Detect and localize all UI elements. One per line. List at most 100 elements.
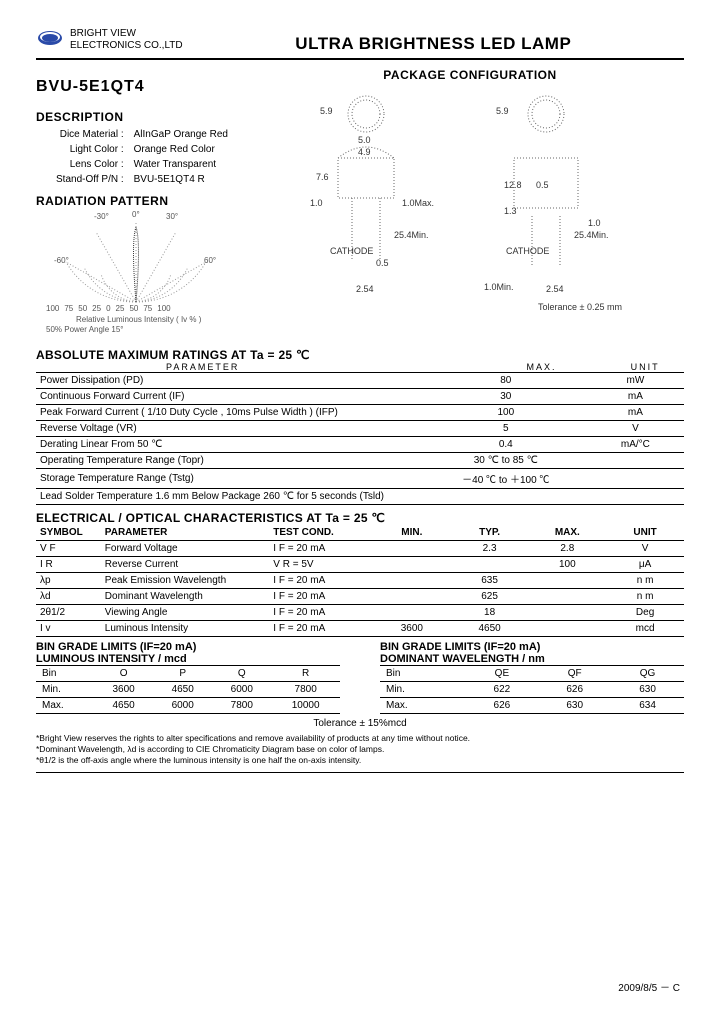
desc-heading: DESCRIPTION [36, 110, 256, 124]
dim-2-54a: 2.54 [356, 284, 374, 294]
dim-0-5: 0.5 [536, 180, 549, 190]
note-1: *Dominant Wavelength, λd is according to… [36, 744, 684, 755]
eo-unit: UNIT [606, 525, 684, 541]
amr-table: Power Dissipation (PD)80mW Continuous Fo… [36, 372, 684, 505]
sc2: 50 [78, 304, 87, 313]
table-row: 2θ1/2Viewing AngleI F = 20 mA18Deg [36, 605, 684, 621]
table-row: λpPeak Emission WavelengthI F = 20 mA635… [36, 573, 684, 589]
table-row: λdDominant WavelengthI F = 20 mA625n m [36, 589, 684, 605]
eo-heading: ELECTRICAL / OPTICAL CHARACTERISTICS AT … [36, 511, 684, 525]
table-row: I RReverse Current V R = 5V100μA [36, 557, 684, 573]
footnotes: *Bright View reserves the rights to alte… [36, 733, 684, 766]
sc4: 0 [106, 304, 110, 313]
note-2: *θ1/2 is the off-axis angle where the lu… [36, 755, 684, 766]
company-line1: BRIGHT VIEW [70, 28, 183, 40]
bin1-table: BinOPQR Min.3600465060007800 Max.4650600… [36, 665, 340, 714]
radiation-heading: RADIATION PATTERN [36, 194, 256, 208]
amr-col-max: MAX. [477, 362, 607, 372]
dim-5-9a: 5.9 [320, 106, 333, 116]
bin-wavelength: BIN GRADE LIMITS (IF=20 mA) DOMINANT WAV… [380, 641, 684, 714]
description-table: Dice Material :AlInGaP Orange Red Light … [50, 126, 234, 188]
eo-typ: TYP. [451, 525, 529, 541]
table-row: Reverse Voltage (VR)5V [36, 421, 684, 437]
company-logo [36, 28, 64, 48]
table-row: Lead Solder Temperature 1.6 mm Below Pac… [36, 489, 684, 505]
ang-30: 30° [166, 212, 178, 221]
desc-v0: AlInGaP Orange Red [130, 128, 232, 141]
eo-header-row: SYMBOL PARAMETER TEST COND. MIN. TYP. MA… [36, 525, 684, 541]
package-diagram: 5.9 5.9 5.0 4.9 7.6 12.8 0.5 1.0 1.0Max.… [256, 86, 684, 316]
bin1-h: BIN GRADE LIMITS (IF=20 mA) [36, 641, 340, 653]
sc8: 100 [157, 304, 170, 313]
desc-k0: Dice Material : [52, 128, 128, 141]
ang-0: 0° [132, 210, 140, 219]
dim-1-0max: 1.0Max. [402, 198, 434, 208]
eo-sym: SYMBOL [36, 525, 101, 541]
page-header: BRIGHT VIEW ELECTRONICS CO.,LTD ULTRA BR… [36, 28, 684, 60]
radial-note: 50% Power Angle 15° [46, 325, 123, 334]
radiation-pattern-diagram: -30° 0° 30° -60° 60° 100 75 50 25 0 25 5… [36, 212, 256, 342]
datasheet-page: BRIGHT VIEW ELECTRONICS CO.,LTD ULTRA BR… [0, 0, 720, 1012]
table-row: Power Dissipation (PD)80mW [36, 373, 684, 389]
eo-cond: TEST COND. [269, 525, 373, 541]
eo-max: MAX. [528, 525, 606, 541]
top-area: BVU-5E1QT4 DESCRIPTION Dice Material :Al… [36, 68, 684, 342]
sc7: 75 [143, 304, 152, 313]
desc-k2: Lens Color : [52, 158, 128, 171]
amr-col-unit: UNIT [606, 362, 684, 372]
cathode-a: CATHODE [330, 246, 373, 256]
dim-1-0a: 1.0 [310, 198, 323, 208]
table-row: Derating Linear From 50 ℃0.4mA/°C [36, 437, 684, 453]
sc0: 100 [46, 304, 59, 313]
dim-2-54b: 2.54 [546, 284, 564, 294]
amr-cols: PARAMETER MAX. UNIT [36, 362, 684, 372]
sc3: 25 [92, 304, 101, 313]
desc-v3: BVU-5E1QT4 R [130, 173, 232, 186]
tolerance-line: Tolerance ± 15%mcd [36, 718, 684, 729]
footer-date: 2009/8/5 － C [618, 979, 680, 994]
radial-xlabel: Relative Luminous Intensity ( Iv % ) [76, 315, 201, 324]
sc6: 50 [129, 304, 138, 313]
cathode-b: CATHODE [506, 246, 549, 256]
table-row: Storage Temperature Range (Tstg)－40 ℃ to… [36, 469, 684, 489]
eo-param: PARAMETER [101, 525, 269, 541]
bin2-h: BIN GRADE LIMITS (IF=20 mA) [380, 641, 684, 653]
dim-1-3: 1.3 [504, 206, 517, 216]
eo-table: SYMBOL PARAMETER TEST COND. MIN. TYP. MA… [36, 525, 684, 637]
dim-25-4b: 25.4Min. [574, 230, 609, 240]
part-number: BVU-5E1QT4 [36, 78, 256, 96]
left-column: BVU-5E1QT4 DESCRIPTION Dice Material :Al… [36, 68, 256, 342]
dim-12-8: 12.8 [504, 180, 522, 190]
footer-rule [36, 772, 684, 773]
company-line2: ELECTRONICS CO.,LTD [70, 40, 183, 52]
ang-60: 60° [204, 256, 216, 265]
desc-v1: Orange Red Color [130, 143, 232, 156]
desc-k3: Stand-Off P/N : [52, 173, 128, 186]
table-row: V FForward VoltageI F = 20 mA2.32.8V [36, 541, 684, 557]
dim-5-0: 5.0 [358, 135, 371, 145]
dim-25-4a: 25.4Min. [394, 230, 429, 240]
pkg-heading: PACKAGE CONFIGURATION [256, 68, 684, 82]
desc-v2: Water Transparent [130, 158, 232, 171]
desc-k1: Light Color : [52, 143, 128, 156]
bin-area: BIN GRADE LIMITS (IF=20 mA) LUMINOUS INT… [36, 641, 684, 714]
amr-heading: ABSOLUTE MAXIMUM RATINGS AT Ta = 25 ℃ [36, 348, 684, 362]
dim-5-9b: 5.9 [496, 106, 509, 116]
bin-luminous: BIN GRADE LIMITS (IF=20 mA) LUMINOUS INT… [36, 641, 340, 714]
sc5: 25 [116, 304, 125, 313]
dim-0-5b: 0.5 [376, 258, 389, 268]
table-row: Operating Temperature Range (Topr)30 ℃ t… [36, 453, 684, 469]
bin2-table: BinQEQFQG Min.622626630 Max.626630634 [380, 665, 684, 714]
dim-7-6: 7.6 [316, 172, 329, 182]
table-row: Peak Forward Current ( 1/10 Duty Cycle ,… [36, 405, 684, 421]
ang-m60: -60° [54, 256, 69, 265]
company-name: BRIGHT VIEW ELECTRONICS CO.,LTD [70, 28, 183, 52]
tol-note: Tolerance ± 0.25 mm [538, 302, 622, 312]
table-row: I vLuminous IntensityI F = 20 mA36004650… [36, 621, 684, 637]
dim-1-0b: 1.0 [588, 218, 601, 228]
dim-1-0min: 1.0Min. [484, 282, 514, 292]
dim-4-9: 4.9 [358, 147, 371, 157]
eo-min: MIN. [373, 525, 451, 541]
amr-col-param: PARAMETER [36, 362, 477, 372]
bin2-sub: DOMINANT WAVELENGTH / nm [380, 653, 684, 665]
